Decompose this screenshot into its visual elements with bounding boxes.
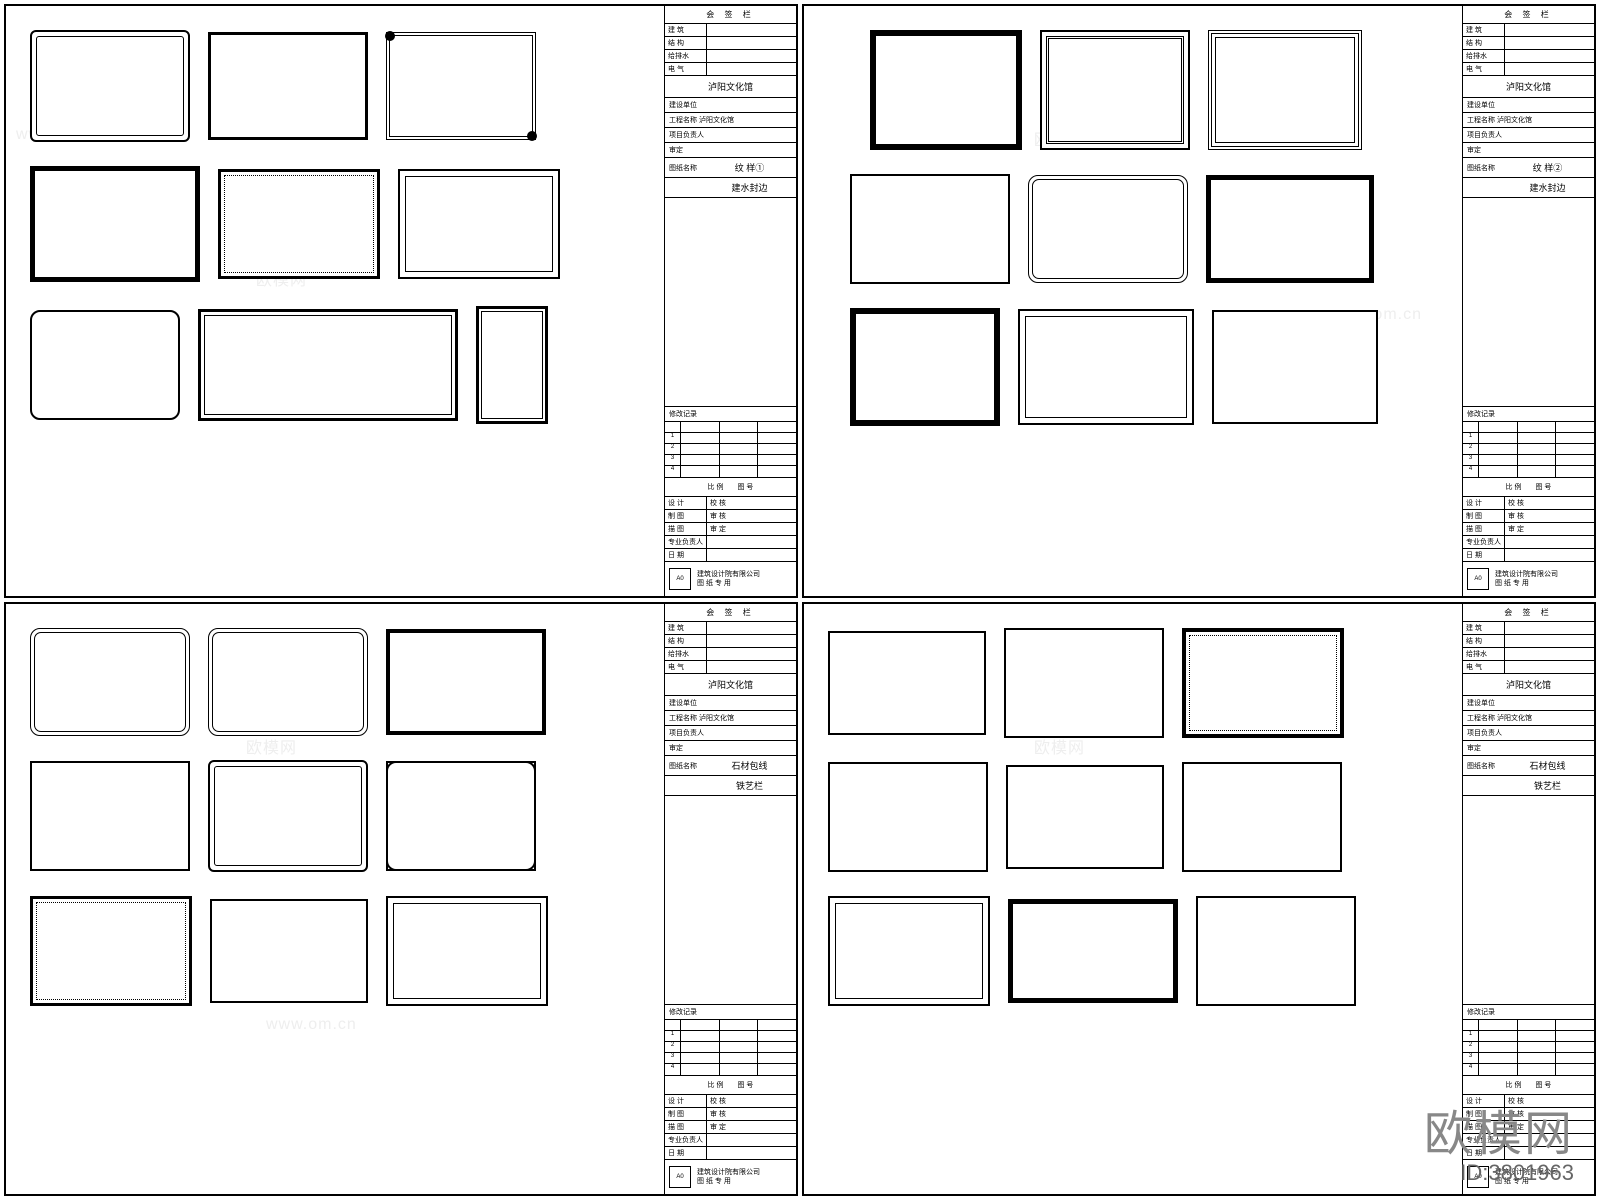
frame	[30, 761, 190, 871]
frame	[210, 899, 368, 1003]
frame	[1006, 765, 1164, 869]
sheet-3: 欧模网 www.om.cn 会 签 栏建 筑结 构给排水电 气泸阳文化馆建设单位…	[4, 602, 798, 1196]
frame	[828, 631, 986, 735]
frame	[386, 761, 536, 871]
drawing-area-3: 欧模网 www.om.cn	[6, 604, 664, 1194]
sheet-2: 欧模网 www.om.cn 会 签 栏建 筑结 构给排水电 气泸阳文化馆建设单位…	[802, 4, 1596, 598]
title-block-3: 会 签 栏建 筑结 构给排水电 气泸阳文化馆建设单位 工程名称 泸阳文化馆项目负…	[664, 604, 796, 1194]
frame	[476, 306, 548, 424]
frame	[828, 762, 988, 872]
sheet-1: www.om.cn 欧模网 会 签 栏建 筑结 构给排水电 气泸阳文化馆建设单位…	[4, 4, 798, 598]
drawing-area-4: 欧模网	[804, 604, 1462, 1194]
frame	[850, 174, 1010, 284]
frame	[198, 309, 458, 421]
frame	[1028, 175, 1188, 283]
frame	[386, 32, 536, 140]
frame	[30, 628, 190, 736]
frame	[386, 629, 546, 735]
site-watermark: 欧模网 ID:3801963	[1424, 1094, 1574, 1186]
frame	[1206, 175, 1374, 283]
title-block-2: 会 签 栏建 筑结 构给排水电 气泸阳文化馆建设单位 工程名称 泸阳文化馆项目负…	[1462, 6, 1594, 596]
watermark: www.om.cn	[266, 1016, 357, 1034]
title-block-1: 会 签 栏建 筑结 构给排水电 气泸阳文化馆建设单位 工程名称 泸阳文化馆项目负…	[664, 6, 796, 596]
drawing-area-2: 欧模网 www.om.cn	[804, 6, 1462, 596]
sheet-grid: www.om.cn 欧模网 会 签 栏建 筑结 构给排水电 气泸阳文化馆建设单位…	[0, 0, 1600, 1200]
frame	[1182, 762, 1342, 872]
frame	[1040, 30, 1190, 150]
frame	[30, 166, 200, 282]
frame	[1018, 309, 1194, 425]
frame	[1182, 628, 1344, 738]
frame	[1196, 896, 1356, 1006]
frame	[208, 760, 368, 872]
frame	[218, 169, 380, 279]
frame	[828, 896, 990, 1006]
frame	[386, 896, 548, 1006]
frame	[208, 628, 368, 736]
frame	[1008, 899, 1178, 1003]
frame	[398, 169, 560, 279]
frame	[850, 308, 1000, 426]
frame	[1208, 30, 1362, 150]
watermark: 欧模网	[246, 734, 297, 758]
frame	[30, 30, 190, 142]
frame	[30, 310, 180, 420]
frame	[1004, 628, 1164, 738]
frame	[870, 30, 1022, 150]
drawing-area-1: www.om.cn 欧模网	[6, 6, 664, 596]
frame	[30, 896, 192, 1006]
frame	[208, 32, 368, 140]
brand-text: 欧模网	[1424, 1094, 1574, 1164]
frame	[1212, 310, 1378, 424]
